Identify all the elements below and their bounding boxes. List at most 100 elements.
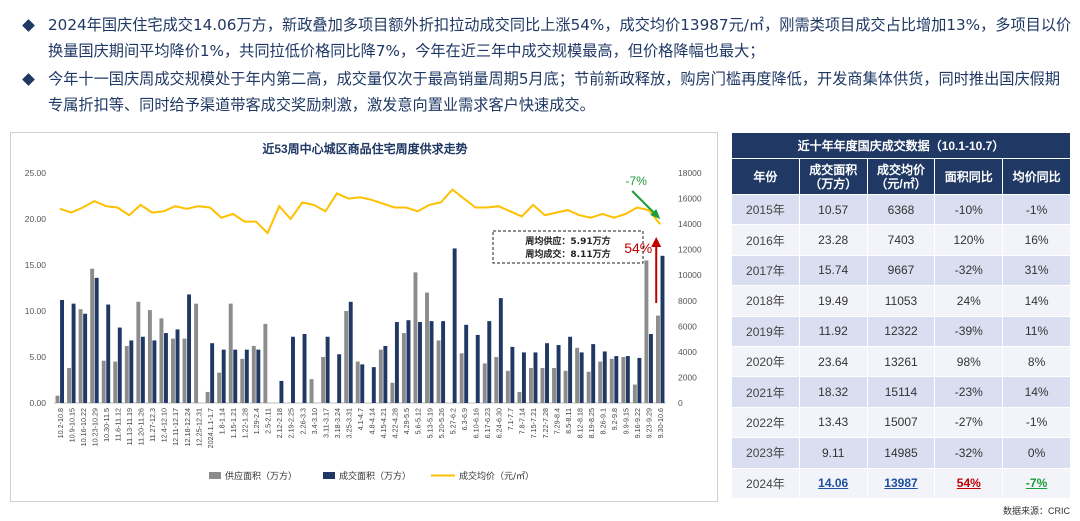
supply-bar xyxy=(598,361,603,403)
deal-bar xyxy=(591,344,596,403)
bullet-text: 2024年国庆住宅成交14.06万方，新政叠加多项目额外折扣拉动成交同比上涨54… xyxy=(48,16,1072,60)
deal-bar xyxy=(556,345,561,403)
table-cell: -1% xyxy=(1002,406,1071,439)
avg-supply-label: 周均供应：5.91万方 xyxy=(525,235,610,247)
table-cell: 12322 xyxy=(866,315,936,347)
x-tick-label: 8.19-8.25 xyxy=(587,408,596,438)
table-cell: 6368 xyxy=(866,193,936,226)
table-cell: 23.64 xyxy=(798,345,868,378)
table-cell: 14.06 xyxy=(798,467,868,499)
y-tick-label: 20.00 xyxy=(25,214,47,224)
avg-price-line xyxy=(59,188,661,235)
x-tick-label: 4.29-5.5 xyxy=(402,408,411,434)
legend-supply-swatch xyxy=(209,472,221,479)
deal-bar xyxy=(140,336,145,403)
table-cell: 8% xyxy=(1002,345,1071,378)
supply-bar xyxy=(644,260,649,403)
deal-bar xyxy=(129,340,134,403)
x-tick-label: 8.5-8.11 xyxy=(564,408,573,434)
table-body: 2015年 10.57 6368 -10% -1% 2016年 23.28 7403 120% 1… xyxy=(731,193,1071,499)
table-cell: 15114 xyxy=(866,376,936,408)
table-cell: 0% xyxy=(1002,437,1071,469)
x-tick-label: 1.29-2.4 xyxy=(252,408,261,434)
deal-bar xyxy=(464,324,469,403)
x-tick-label: 1.22-1.28 xyxy=(241,408,250,438)
table-cell: 14% xyxy=(1002,376,1071,408)
x-tick-label: 12.25-12.31 xyxy=(194,408,203,446)
deal-bar xyxy=(614,356,619,403)
x-tick-label: 7.22-7.28 xyxy=(541,408,550,438)
deal-bar xyxy=(602,351,607,403)
x-tick-label: 9.2-9.8 xyxy=(610,408,619,430)
supply-bar xyxy=(621,357,626,403)
supply-bar xyxy=(251,345,256,403)
supply-bar xyxy=(632,384,637,403)
x-tick-label: 4.1-4.7 xyxy=(356,408,365,430)
x-tick-label: 8.12-8.18 xyxy=(575,408,584,438)
deal-bar xyxy=(291,336,295,403)
deal-bar xyxy=(406,320,411,403)
supply-bar xyxy=(217,372,222,403)
y2-tick-label: 14000 xyxy=(678,219,702,229)
deal-bar xyxy=(418,322,422,403)
x-tick-label: 4.15-4.21 xyxy=(379,408,388,438)
table-cell: -27% xyxy=(934,406,1004,439)
x-tick-label: 2.19-2.25 xyxy=(287,408,296,438)
deal-bar xyxy=(348,301,353,403)
table-cell: 11.92 xyxy=(798,315,868,347)
table-header-cell: 成交均价 （元/㎡） xyxy=(866,158,936,195)
diamond-bullet-icon xyxy=(22,19,35,32)
table-cell: 2015年 xyxy=(731,193,800,226)
x-tick-label: 6.3-6.9 xyxy=(460,408,469,430)
table-cell: 2020年 xyxy=(731,345,800,378)
deal-bar xyxy=(302,334,307,403)
x-tick-label: 2.12-2.18 xyxy=(275,408,284,438)
x-tick-label: 2.5-2.11 xyxy=(264,408,273,434)
x-tick-label: 9.9-9.15 xyxy=(622,408,631,434)
y2-tick-label: 16000 xyxy=(678,194,702,204)
deal-bar xyxy=(279,380,284,403)
supply-bar xyxy=(355,361,360,403)
table-header-cell: 成交面积 （万方） xyxy=(798,158,868,195)
supply-bar xyxy=(78,309,83,403)
down-percentage-label: -7% xyxy=(626,174,648,188)
legend-price-label: 成交均价（元/㎡） xyxy=(459,470,534,482)
supply-bar xyxy=(563,370,568,403)
deal-bar xyxy=(83,313,88,403)
deal-bar xyxy=(106,304,111,403)
x-tick-label: 2024.1.1-1.7 xyxy=(206,408,215,448)
table-cell: 19.49 xyxy=(798,285,868,317)
table-cell: 98% xyxy=(934,345,1004,378)
table-cell: 120% xyxy=(934,224,1004,256)
deal-bar xyxy=(487,321,492,403)
x-tick-label: 7.15-7.21 xyxy=(529,408,538,438)
table-cell: 15007 xyxy=(866,406,936,439)
deal-bar xyxy=(233,349,238,403)
deal-bar xyxy=(94,277,99,403)
supply-bar xyxy=(124,345,129,403)
x-tick-label: 5.6-5.12 xyxy=(414,408,423,434)
supply-bar xyxy=(425,292,429,403)
holiday-data-table: 近十年年度国庆成交数据（10.1-10.7） 年份 成交面积 （万方） 成交均价 （元/… xyxy=(731,132,1071,499)
table-cell: -32% xyxy=(934,437,1004,469)
x-tick-label: 1.8-1.14 xyxy=(217,408,226,434)
holiday-data-table-panel: 近十年年度国庆成交数据（10.1-10.7） 年份 成交面积 （万方） 成交均价 （元/… xyxy=(731,132,1071,499)
supply-bar xyxy=(586,371,591,403)
supply-bar xyxy=(263,323,268,403)
x-tick-label: 3.4-3.10 xyxy=(310,408,319,434)
deal-bar xyxy=(117,327,122,403)
table-cell: 13987 xyxy=(866,467,936,499)
supply-bar xyxy=(540,368,545,403)
y-tick-label: 10.00 xyxy=(25,306,47,316)
table-cell: 54% xyxy=(934,467,1004,499)
x-tick-label: 6.10-6.16 xyxy=(471,408,480,438)
x-tick-label: 5.13-5.19 xyxy=(425,408,434,438)
table-row: 2015年 10.57 6368 -10% -1% xyxy=(731,193,1071,226)
table-cell: 10.57 xyxy=(798,193,868,226)
supply-bar xyxy=(55,395,60,403)
deal-bar xyxy=(429,321,434,403)
legend-deal-swatch xyxy=(323,472,335,479)
deal-bar xyxy=(256,349,261,403)
x-tick-label: 10.16-10.22 xyxy=(79,408,88,446)
deal-bar xyxy=(383,345,388,403)
